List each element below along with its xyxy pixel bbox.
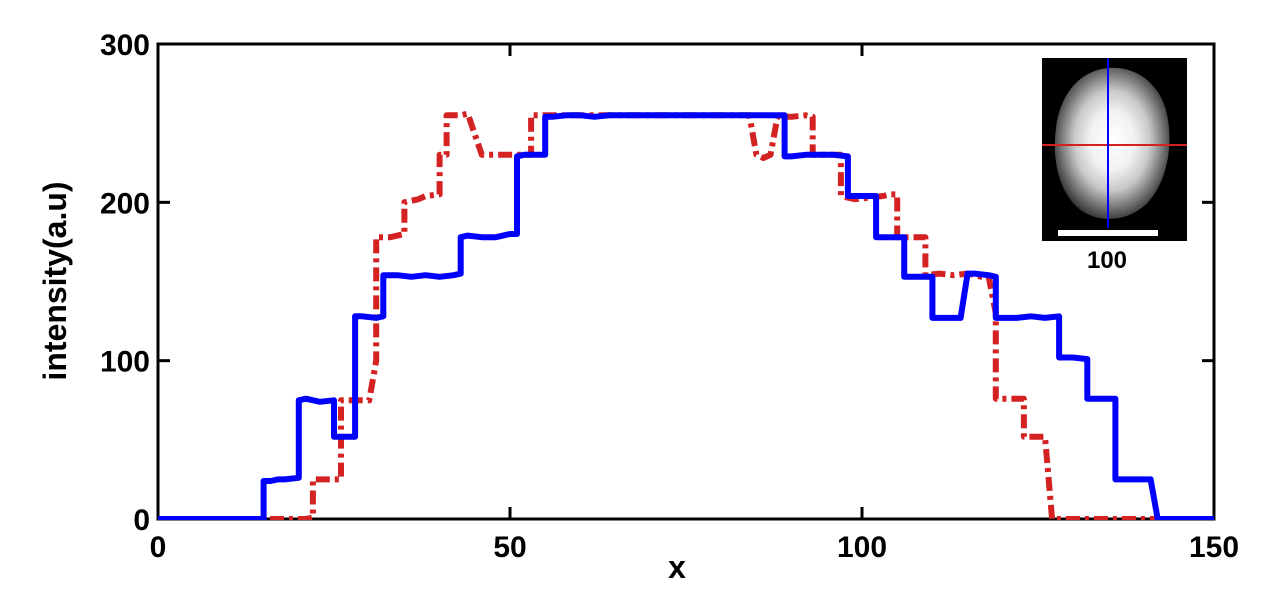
x-tick-label: 50 <box>493 531 526 564</box>
y-tick-label: 0 <box>133 504 150 537</box>
y-tick-label: 100 <box>100 346 150 379</box>
tick-labels: 0 50 100 150 0 100 200 300 <box>100 29 1239 564</box>
inset-image: 100 <box>1042 58 1187 274</box>
inset-scale-bar <box>1058 230 1158 236</box>
x-tick-label: 100 <box>837 531 887 564</box>
inset-scale-label: 100 <box>1087 247 1127 274</box>
inset-blob <box>1054 67 1170 219</box>
series-line-blue-solid <box>158 112 1214 520</box>
x-tick-label: 0 <box>150 531 167 564</box>
y-tick-label: 300 <box>100 29 150 62</box>
y-axis-title: intensity(a.u) <box>37 181 73 380</box>
y-tick-label: 200 <box>100 187 150 220</box>
plot-area <box>156 42 1216 521</box>
x-tick-label: 150 <box>1189 531 1239 564</box>
series-layer <box>158 110 1214 520</box>
axes-box <box>156 42 1216 521</box>
x-axis-title: x <box>668 549 686 585</box>
